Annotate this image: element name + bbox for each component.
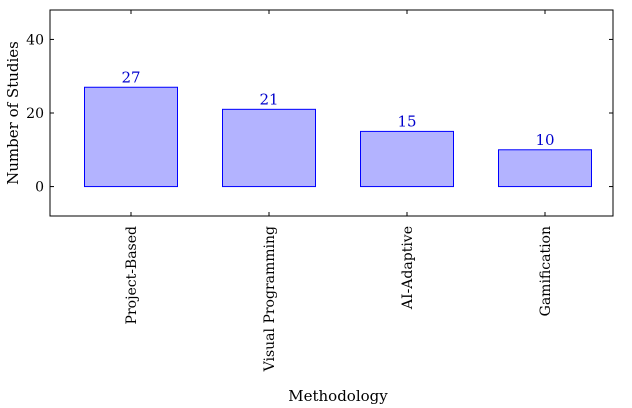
- bar-gamification: [498, 149, 592, 188]
- x-tick-label: Visual Programming: [262, 226, 278, 372]
- x-tick-label: AI-Adaptive: [400, 226, 416, 310]
- x-axis-ticks: Project-Based Visual Programming AI-Adapti…: [124, 10, 554, 372]
- y-tick-label: 0: [35, 180, 44, 196]
- data-label: 27: [121, 68, 140, 86]
- y-tick-label: 40: [26, 32, 44, 48]
- data-label: 10: [535, 131, 554, 149]
- bar-ai-adaptive: [360, 130, 454, 188]
- data-label: 15: [397, 112, 416, 130]
- y-axis-title: Number of Studies: [4, 41, 22, 185]
- bar-project-based: [84, 86, 178, 188]
- x-tick-label: Project-Based: [124, 226, 140, 324]
- y-tick-label: 20: [26, 106, 44, 122]
- x-axis-title: Methodology: [288, 387, 388, 405]
- y-axis-ticks: 0 20 40: [26, 32, 613, 196]
- bars: 27 21 15 10: [84, 68, 592, 188]
- x-tick-label: Gamification: [538, 226, 554, 316]
- bar-visual-programming: [222, 108, 316, 188]
- data-label: 21: [259, 90, 278, 108]
